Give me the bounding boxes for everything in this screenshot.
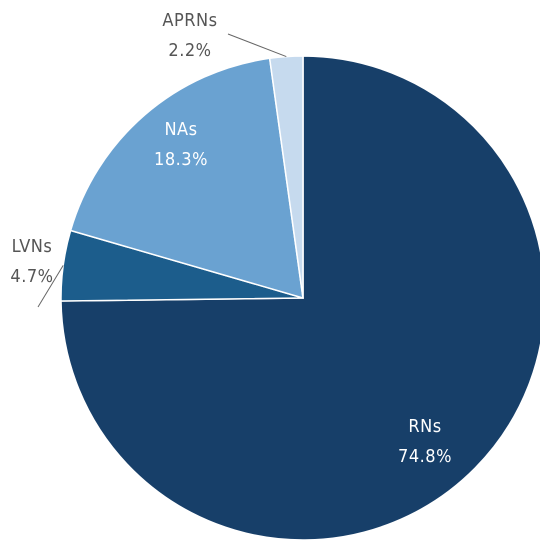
slice-value-label: 74.8%	[398, 446, 452, 467]
pie-slice	[268, 55, 304, 299]
leader-line	[37, 265, 64, 308]
slice-label: NAs	[164, 119, 197, 140]
slice-label: RNs	[408, 416, 441, 437]
slice-label: APRNs	[162, 10, 217, 31]
slice-value-label: 18.3%	[154, 149, 208, 170]
pie-slice	[60, 55, 540, 540]
pie-slice	[69, 57, 304, 300]
slice-value-label: 2.2%	[168, 40, 211, 61]
leader-line	[227, 33, 287, 58]
slice-value-label: 4.7%	[10, 266, 53, 287]
slice-label: LVNs	[12, 236, 53, 257]
